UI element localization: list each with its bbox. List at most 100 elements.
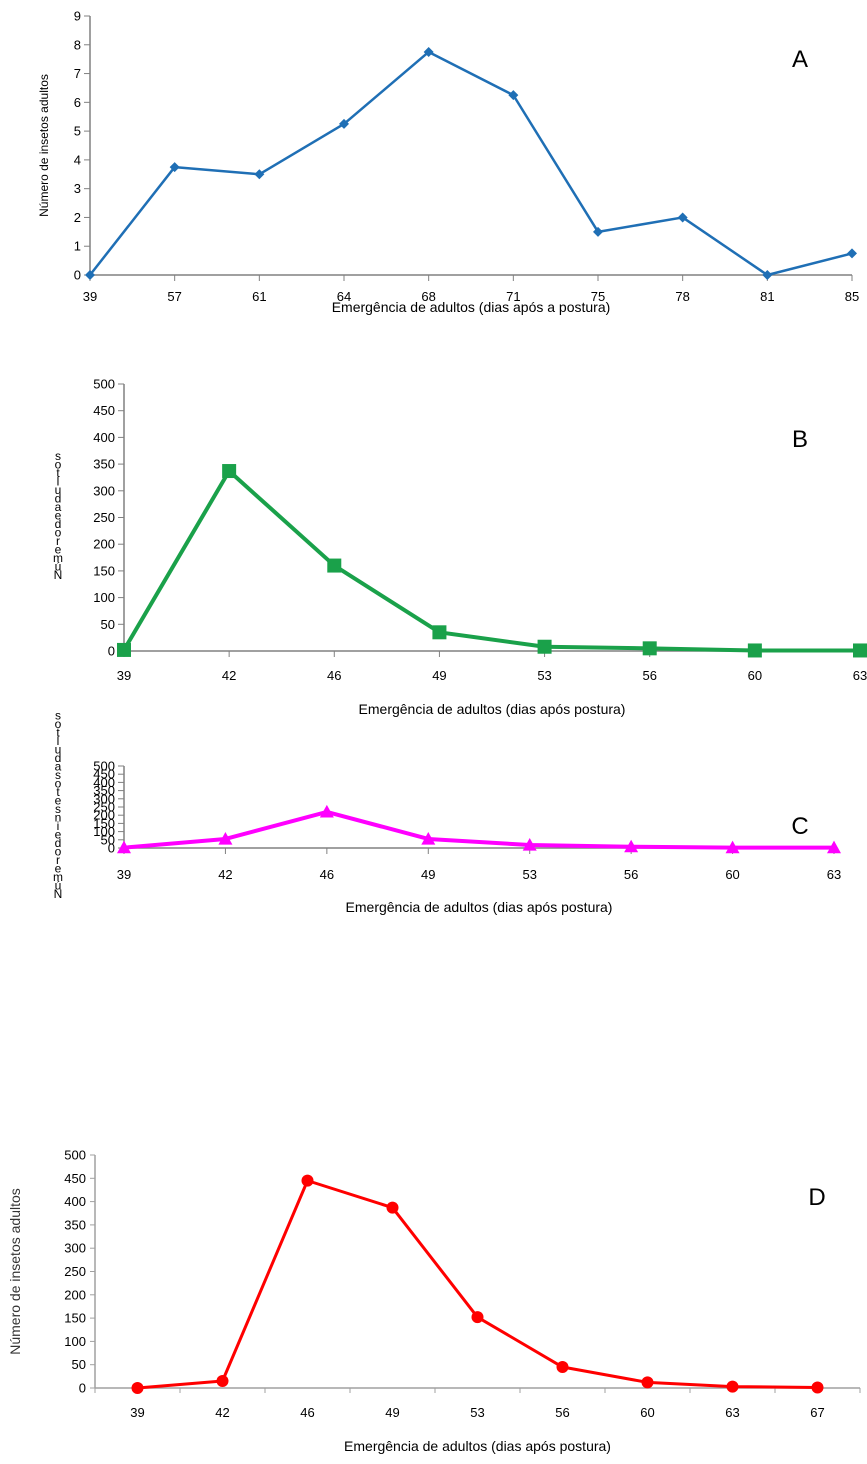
x-tick-label: 49	[385, 1405, 399, 1420]
y-axis-title: Número de insetos adultos	[37, 74, 51, 217]
x-tick-label: 81	[760, 289, 774, 304]
x-tick-label: 39	[117, 867, 131, 882]
data-point	[847, 248, 857, 259]
y-tick-label: 50	[72, 1357, 86, 1372]
data-point	[677, 212, 688, 223]
x-tick-label: 57	[167, 289, 181, 304]
data-point	[386, 1201, 399, 1214]
x-tick-label: 75	[591, 289, 605, 304]
data-point	[327, 558, 342, 573]
y-tick-label: 0	[108, 644, 115, 659]
data-point	[827, 840, 841, 854]
y-tick-label: 400	[93, 430, 115, 445]
y-axis-title: Número de insetos adultos	[7, 1188, 23, 1355]
y-tick-label: 450	[64, 1171, 86, 1186]
data-point	[471, 1311, 484, 1324]
x-tick-label: 39	[83, 289, 97, 304]
data-point	[624, 839, 639, 853]
y-tick-label: 2	[74, 210, 81, 225]
x-tick-label: 53	[522, 867, 536, 882]
y-tick-label: 9	[74, 9, 81, 24]
y-tick-label: 200	[93, 537, 115, 552]
data-point	[131, 1382, 144, 1394]
x-tick-label: 39	[130, 1405, 144, 1420]
y-tick-label: 100	[93, 590, 115, 605]
data-point	[421, 831, 436, 845]
chart-d: 0 50 100 150 200 250 300 350 400 450 500 39 42 46 49 53…	[7, 1148, 861, 1454]
x-tick-label: 49	[432, 668, 446, 683]
chart-b: 0 50 100 150 200 250 300 350 400 450 500 39 42 46 49 53…	[53, 377, 867, 717]
x-tick-label: 63	[725, 1405, 739, 1420]
x-tick-label: 42	[218, 867, 232, 882]
data-point	[725, 840, 740, 854]
y-tick-label: 300	[93, 791, 115, 806]
y-tick-label: 300	[93, 483, 115, 498]
x-tick-label: 60	[640, 1405, 654, 1420]
data-point	[254, 169, 265, 180]
panel-label: A	[792, 46, 808, 73]
x-tick-label: 61	[252, 289, 266, 304]
y-tick-label: 0	[74, 268, 81, 283]
y-tick-label: 150	[93, 816, 115, 831]
data-point	[522, 838, 537, 851]
x-tick-label: 67	[810, 1405, 824, 1420]
x-axis-title: Emergência de adultos (dias após postura…	[359, 701, 626, 717]
data-point	[222, 464, 237, 479]
y-tick-label: 4	[74, 152, 81, 167]
y-tick-label: 500	[93, 377, 115, 392]
x-tick-label: 56	[555, 1405, 569, 1420]
x-axis-title: Emergência de adultos (dias após postura…	[344, 1438, 611, 1454]
y-tick-label: 500	[93, 759, 115, 774]
y-tick-label: 400	[64, 1194, 86, 1209]
data-point	[85, 270, 95, 280]
data-point	[117, 642, 131, 657]
panel-label: C	[791, 813, 808, 840]
y-tick-label: 8	[74, 37, 81, 52]
data-point	[642, 641, 657, 656]
y-tick-label: 350	[64, 1217, 86, 1232]
data-point	[556, 1361, 569, 1374]
series-line	[122, 469, 860, 653]
data-point	[811, 1381, 824, 1394]
data-point	[216, 1375, 229, 1388]
y-tick-label: 300	[64, 1241, 86, 1256]
y-tick-label: 250	[93, 510, 115, 525]
x-tick-label: 42	[215, 1405, 229, 1420]
data-point	[319, 804, 334, 818]
x-tick-label: 71	[506, 289, 520, 304]
x-tick-label: 63	[827, 867, 841, 882]
y-tick-label: 200	[64, 1287, 86, 1302]
x-tick-label: 68	[421, 289, 435, 304]
x-tick-label: 64	[337, 289, 351, 304]
data-point	[641, 1376, 654, 1389]
series-line	[89, 50, 853, 277]
x-tick-label: 46	[320, 867, 334, 882]
panel-label: B	[792, 426, 808, 453]
y-tick-label: 250	[93, 800, 115, 815]
y-tick-label: 400	[93, 775, 115, 790]
y-tick-label: 0	[79, 1381, 86, 1396]
y-tick-label: 200	[93, 808, 115, 823]
data-point	[726, 1380, 739, 1393]
x-tick-label: 60	[748, 668, 762, 683]
x-axis-title: Emergência de adultos (dias após postura…	[346, 899, 613, 915]
y-tick-label: 150	[64, 1311, 86, 1326]
y-tick-label: 0	[108, 841, 115, 856]
x-tick-label: 78	[675, 289, 689, 304]
data-point	[169, 162, 180, 173]
panel-label: D	[808, 1184, 825, 1211]
data-point	[508, 90, 519, 101]
y-tick-label: 100	[93, 824, 115, 839]
x-tick-label: 42	[222, 668, 236, 683]
y-tick-label: 50	[101, 617, 115, 632]
y-tick-label: 6	[74, 95, 81, 110]
y-tick-label: 250	[64, 1264, 86, 1279]
data-point	[853, 643, 867, 658]
